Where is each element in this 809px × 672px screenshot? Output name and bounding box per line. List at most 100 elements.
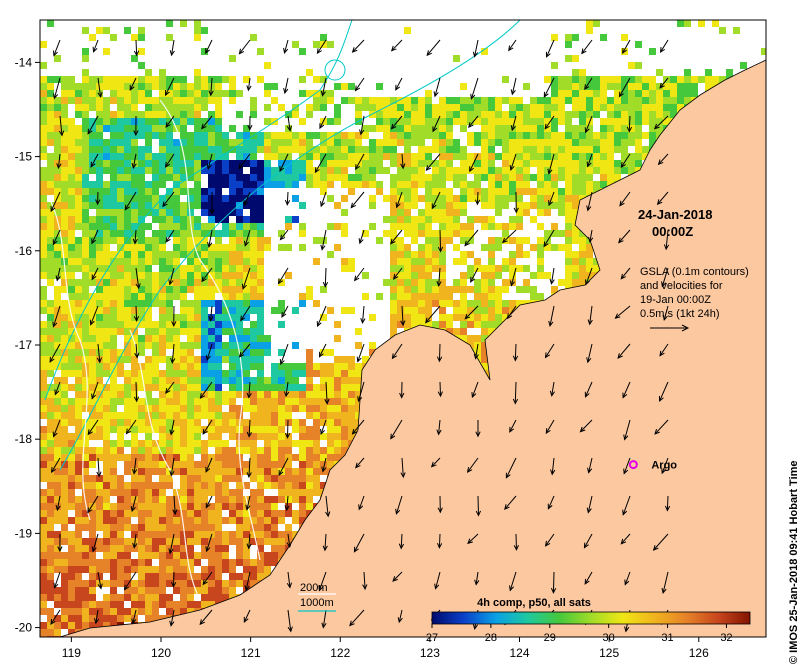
sst-cell [180, 447, 187, 454]
sst-cell [131, 244, 138, 251]
sst-cell [82, 55, 89, 62]
sst-cell [68, 202, 75, 209]
sst-cell [215, 97, 222, 104]
sst-cell [110, 377, 117, 384]
sst-cell [383, 230, 390, 237]
sst-cell [138, 174, 145, 181]
sst-cell [159, 90, 166, 97]
sst-cell [110, 195, 117, 202]
sst-cell [271, 461, 278, 468]
sst-cell [481, 188, 488, 195]
sst-cell [180, 251, 187, 258]
sst-cell [474, 349, 481, 356]
sst-cell [292, 370, 299, 377]
sst-cell [152, 412, 159, 419]
sst-cell [40, 440, 47, 447]
sst-cell [530, 286, 537, 293]
sst-cell [376, 83, 383, 90]
sst-cell [82, 300, 89, 307]
sst-cell [523, 174, 530, 181]
sst-cell [495, 111, 502, 118]
sst-cell [103, 405, 110, 412]
sst-cell [145, 377, 152, 384]
sst-cell [250, 300, 257, 307]
sst-cell [131, 167, 138, 174]
sst-cell [432, 258, 439, 265]
sst-cell [516, 181, 523, 188]
sst-cell [691, 76, 698, 83]
sst-cell [215, 461, 222, 468]
sst-cell [551, 111, 558, 118]
sst-cell [292, 195, 299, 202]
sst-cell [390, 160, 397, 167]
sst-cell [684, 20, 691, 27]
sst-cell [390, 265, 397, 272]
sst-cell [117, 356, 124, 363]
sst-cell [425, 251, 432, 258]
sst-cell [649, 132, 656, 139]
sst-cell [341, 223, 348, 230]
sst-cell [285, 447, 292, 454]
sst-cell [635, 125, 642, 132]
sst-cell [222, 293, 229, 300]
sst-cell [656, 111, 663, 118]
sst-cell [68, 97, 75, 104]
sst-cell [600, 153, 607, 160]
sst-cell [565, 153, 572, 160]
sst-cell [89, 167, 96, 174]
sst-cell [320, 76, 327, 83]
sst-cell [117, 265, 124, 272]
sst-cell [117, 174, 124, 181]
sst-cell [201, 398, 208, 405]
sst-cell [453, 97, 460, 104]
sst-cell [488, 111, 495, 118]
sst-cell [152, 153, 159, 160]
sst-cell [593, 265, 600, 272]
sst-cell [334, 377, 341, 384]
sst-cell [75, 174, 82, 181]
sst-cell [166, 440, 173, 447]
sst-cell [439, 146, 446, 153]
sst-cell [159, 69, 166, 76]
sst-cell [579, 244, 586, 251]
sst-cell [397, 104, 404, 111]
sst-cell [180, 111, 187, 118]
sst-cell [229, 83, 236, 90]
sst-cell [145, 251, 152, 258]
sst-cell [173, 118, 180, 125]
sst-cell [89, 251, 96, 258]
sst-cell [103, 419, 110, 426]
sst-cell [222, 251, 229, 258]
sst-cell [404, 167, 411, 174]
sst-cell [208, 139, 215, 146]
sst-cell [61, 244, 68, 251]
sst-cell [82, 132, 89, 139]
sst-cell [54, 230, 61, 237]
sst-cell [201, 251, 208, 258]
sst-cell [446, 202, 453, 209]
sst-cell [579, 230, 586, 237]
sst-cell [439, 167, 446, 174]
sst-cell [327, 454, 334, 461]
sst-cell [159, 83, 166, 90]
sst-cell [103, 104, 110, 111]
sst-cell [530, 132, 537, 139]
sst-cell [530, 160, 537, 167]
sst-cell [327, 174, 334, 181]
sst-cell [82, 405, 89, 412]
sst-cell [572, 125, 579, 132]
sst-cell [446, 195, 453, 202]
sst-cell [397, 321, 404, 328]
sst-cell [586, 104, 593, 111]
sst-cell [145, 384, 152, 391]
sst-cell [593, 258, 600, 265]
sst-cell [250, 34, 257, 41]
sst-cell [103, 398, 110, 405]
sst-cell [82, 181, 89, 188]
sst-cell [285, 370, 292, 377]
sst-cell [250, 384, 257, 391]
sst-cell [341, 384, 348, 391]
sst-cell [54, 202, 61, 209]
sst-cell [40, 272, 47, 279]
sst-cell [173, 83, 180, 90]
